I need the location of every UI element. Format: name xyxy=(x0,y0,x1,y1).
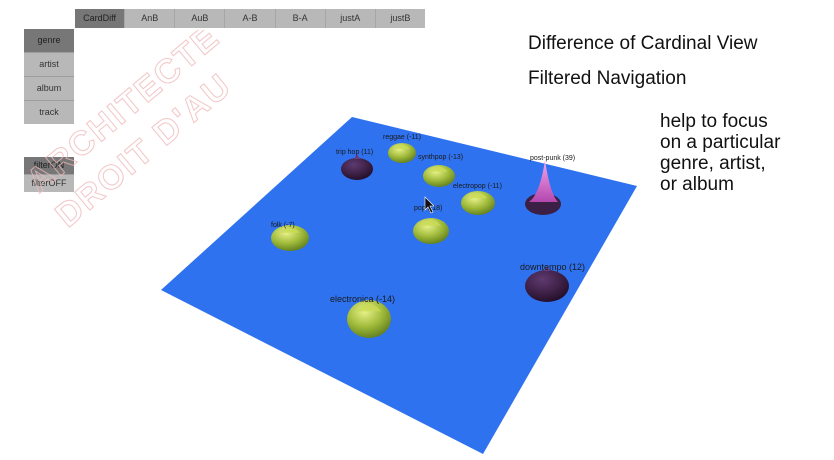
peak-label: downtempo (12) xyxy=(520,262,585,272)
note-line: on a particular xyxy=(660,132,781,153)
genre-plane[interactable] xyxy=(161,117,637,454)
peak-positive[interactable]: electronica (-14) xyxy=(330,294,395,338)
artist-button[interactable]: artist xyxy=(24,53,74,77)
peak-label: electronica (-14) xyxy=(330,294,395,304)
peak-mound xyxy=(341,158,373,180)
peak-tip xyxy=(544,266,550,271)
peak-spike xyxy=(529,160,558,202)
peak-label: reggae (-11) xyxy=(383,134,421,141)
tab-justb[interactable]: justB xyxy=(390,13,411,23)
description-note: help to focus on a particular genre, art… xyxy=(660,111,830,195)
peak-mound xyxy=(525,270,569,302)
peak-tip xyxy=(421,219,441,226)
peak-positive[interactable]: pop (-18) xyxy=(413,205,449,244)
peak-tip xyxy=(468,192,488,199)
peak-mound xyxy=(461,191,495,215)
genre-button[interactable]: genre xyxy=(24,29,74,53)
mouse-cursor-icon xyxy=(424,196,435,214)
peak-layer: reggae (-11) trip hop (11) synthpop (-13) p… xyxy=(271,134,585,338)
peak-tip xyxy=(430,166,448,172)
peak-mound xyxy=(388,143,416,163)
page-subtitle: Filtered Navigation xyxy=(528,68,687,89)
peak-tip xyxy=(279,227,301,233)
peak-highlight[interactable]: post-punk (39) xyxy=(525,155,575,215)
peak-negative[interactable]: downtempo (12) xyxy=(520,262,585,302)
peak-label: pop (-18) xyxy=(414,205,442,212)
peak-mound xyxy=(347,300,391,338)
peak-tip xyxy=(356,303,382,312)
album-button[interactable]: album xyxy=(24,77,74,101)
peak-positive[interactable]: folk (-7) xyxy=(271,222,309,251)
note-line: or album xyxy=(660,174,734,195)
page-title: Difference of Cardinal View xyxy=(528,33,758,54)
tab-b-a[interactable]: B-A xyxy=(276,9,326,28)
peak-positive[interactable]: synthpop (-13) xyxy=(418,154,463,187)
peak-tip xyxy=(354,154,360,159)
note-line: genre, artist, xyxy=(660,153,766,174)
tab-a-b[interactable]: A-B xyxy=(225,9,276,28)
peak-positive[interactable]: reggae (-11) xyxy=(383,134,421,163)
tab-carddiff[interactable]: CardDiff xyxy=(75,9,126,28)
peak-label: folk (-7) xyxy=(271,222,295,229)
peak-mound xyxy=(413,218,449,244)
filteron-button[interactable]: filterON xyxy=(24,157,74,175)
note-line: help to focus xyxy=(660,111,768,132)
filteroff-button[interactable]: filterOFF xyxy=(31,178,67,188)
track-button[interactable]: track xyxy=(39,107,59,117)
tab-justa[interactable]: justA xyxy=(326,9,376,28)
tab-anb[interactable]: AnB xyxy=(125,9,176,28)
tab-aub[interactable]: AuB xyxy=(175,9,226,28)
peak-label: synthpop (-13) xyxy=(418,154,463,161)
peak-label: trip hop (11) xyxy=(336,149,373,156)
peak-positive[interactable]: electropop (-11) xyxy=(453,183,502,215)
level-selector-panel: genre artist album track xyxy=(24,29,74,124)
peak-tip xyxy=(394,144,410,149)
filter-toggle-panel: filterON filterOFF xyxy=(24,157,74,192)
peak-label: post-punk (39) xyxy=(530,155,575,162)
peak-negative[interactable]: trip hop (11) xyxy=(336,149,373,180)
peak-mound xyxy=(423,165,455,187)
view-mode-tabbar: CardDiff AnB AuB A-B B-A justA justB xyxy=(75,9,425,28)
peak-mound xyxy=(271,225,309,251)
peak-label: electropop (-11) xyxy=(453,183,502,190)
